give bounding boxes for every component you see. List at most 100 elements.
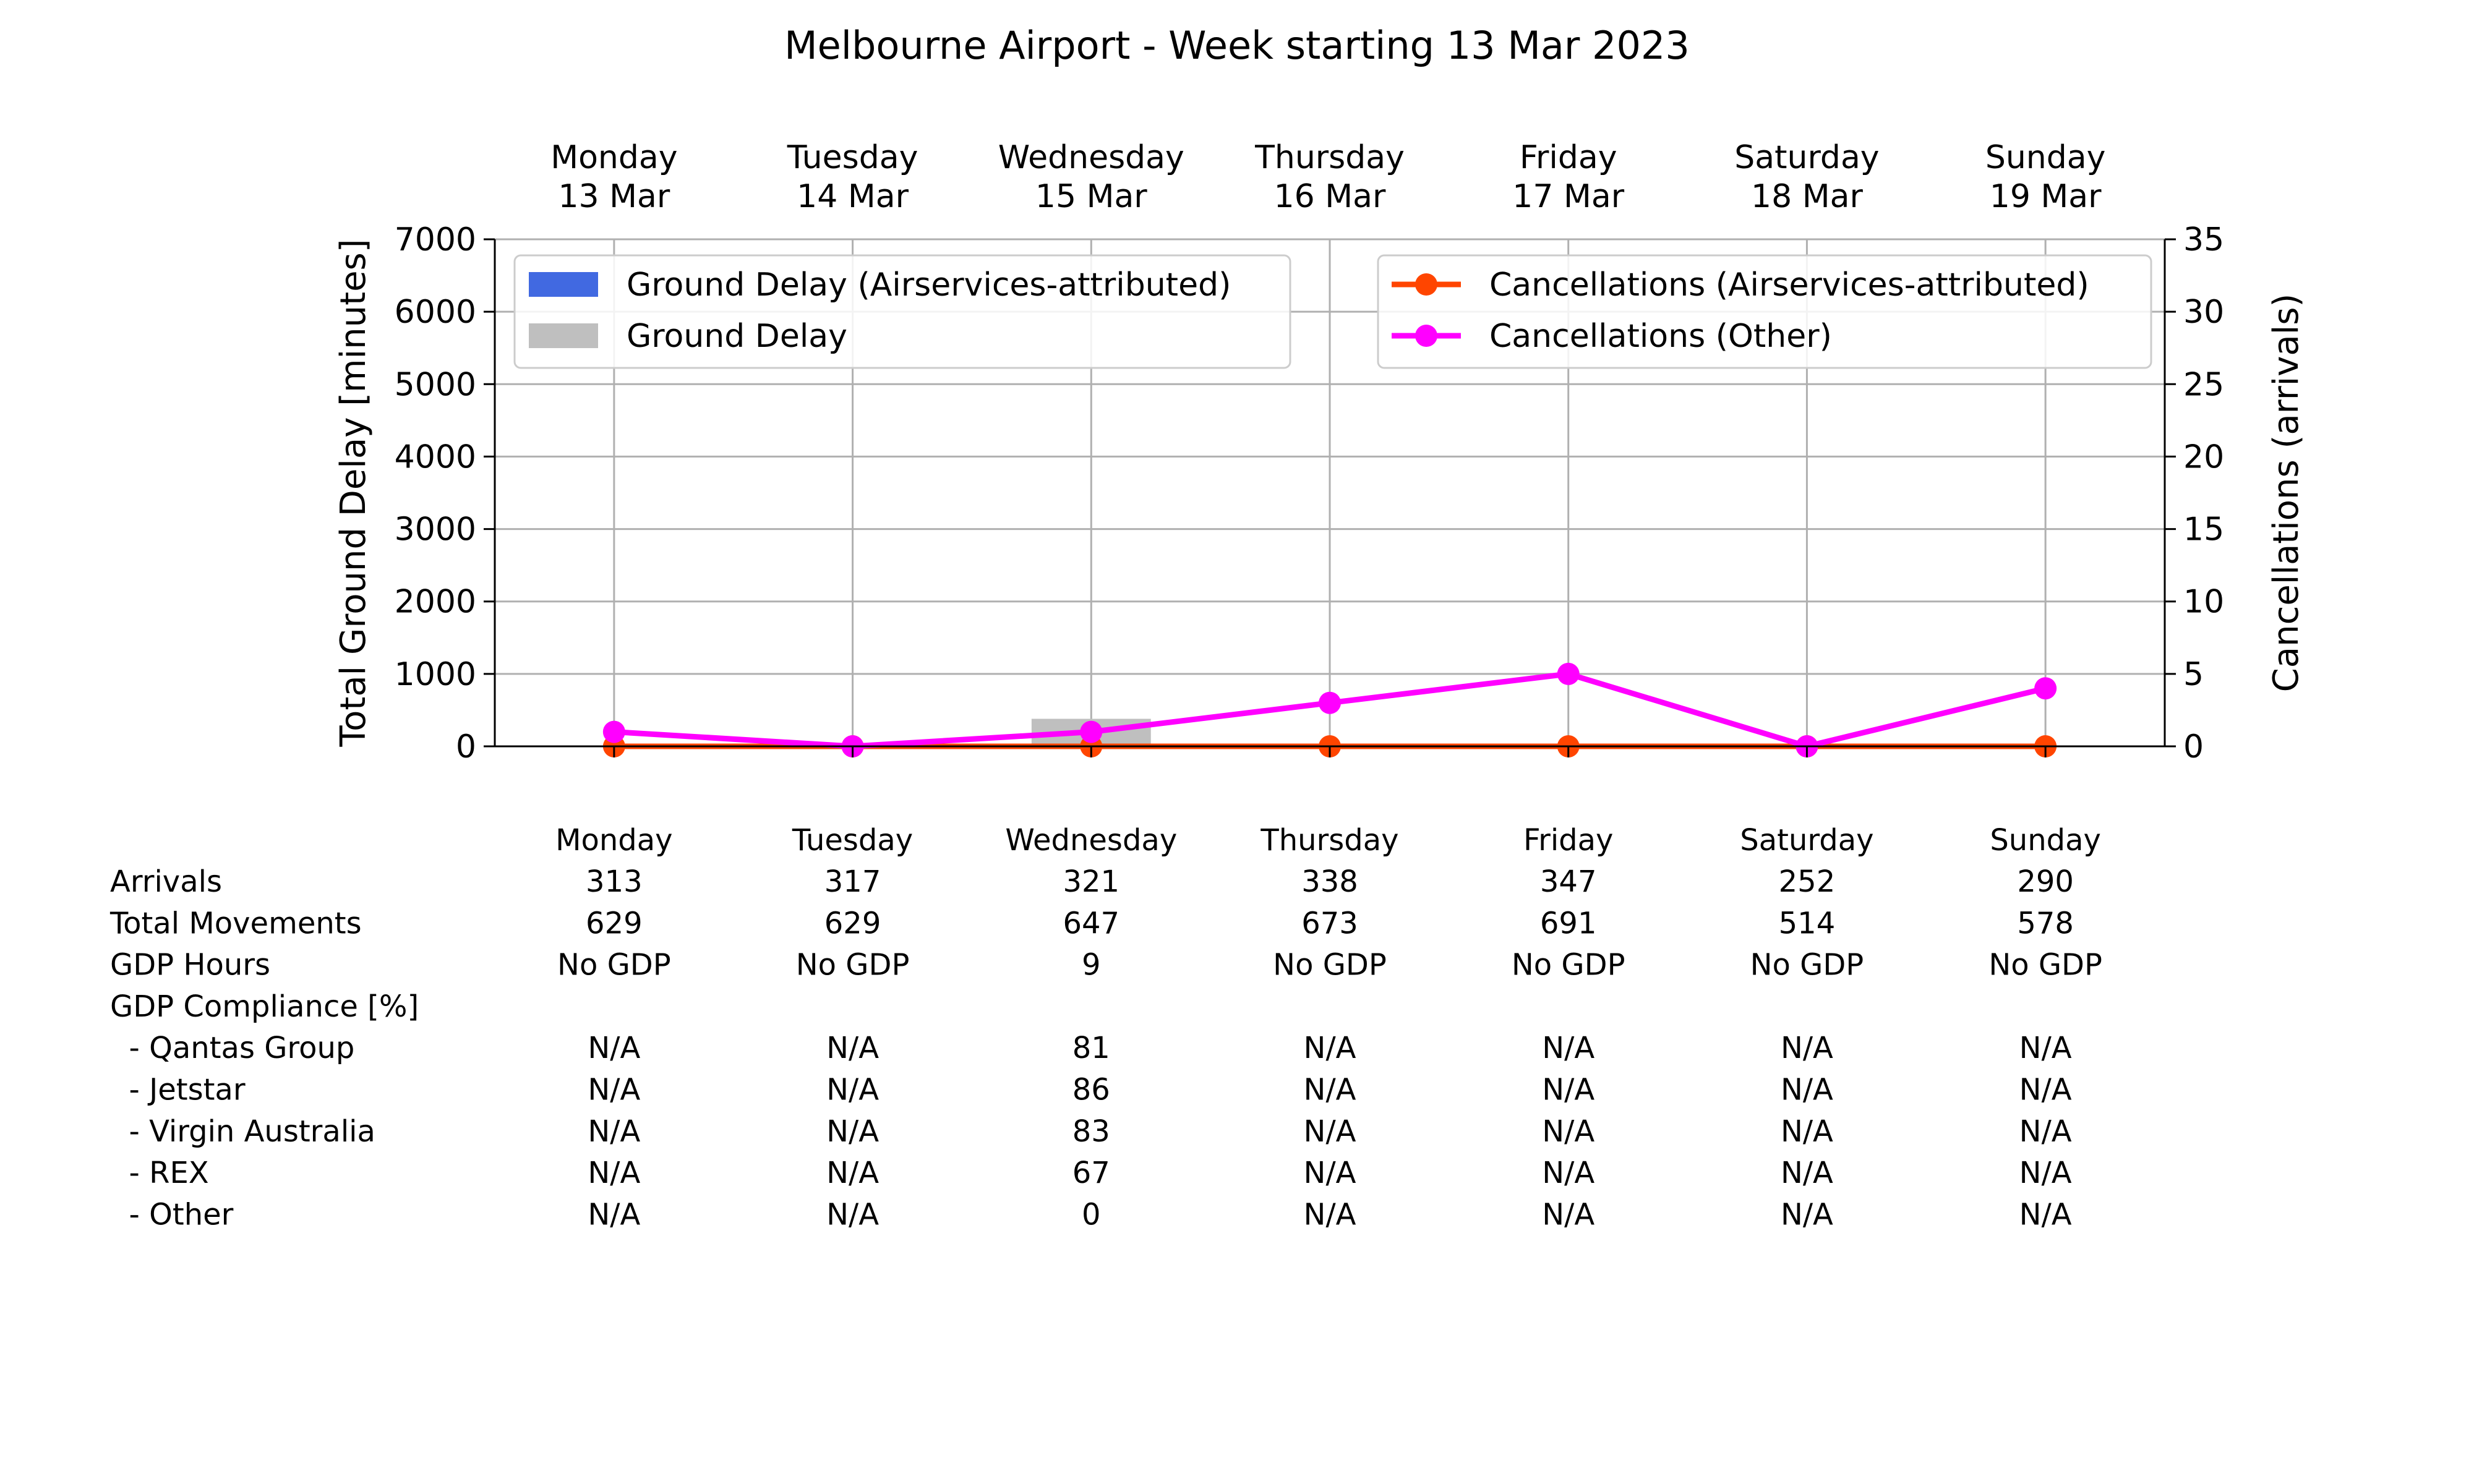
table-col-sunday: Sunday — [1990, 823, 2101, 858]
day-label-tuesday: Tuesday — [787, 139, 918, 176]
table-cell: N/A — [1304, 1073, 1356, 1107]
date-label-friday: 17 Mar — [1512, 178, 1624, 215]
table-cell: No GDP — [1273, 948, 1387, 983]
line-legend-marker — [1415, 325, 1437, 347]
table-cell: N/A — [1304, 1031, 1356, 1065]
line-legend-label: Cancellations (Airservices-attributed) — [1489, 267, 2089, 304]
table-cell: N/A — [826, 1031, 879, 1065]
table-row-label: - REX — [110, 1156, 209, 1190]
date-label-wednesday: 15 Mar — [1035, 178, 1147, 215]
left-tick-label: 3000 — [395, 511, 476, 548]
table-cell: 691 — [1540, 906, 1597, 940]
table-col-saturday: Saturday — [1740, 823, 1873, 858]
table-cell: 9 — [1082, 948, 1101, 983]
day-label-sunday: Sunday — [1985, 139, 2106, 176]
date-label-thursday: 16 Mar — [1274, 178, 1386, 215]
left-tick-label: 7000 — [395, 221, 476, 258]
table-cell: N/A — [2019, 1197, 2072, 1232]
table-cell: N/A — [1781, 1156, 1833, 1190]
day-label-friday: Friday — [1520, 139, 1617, 176]
table-cell: N/A — [1304, 1197, 1356, 1232]
bar-legend-swatch — [529, 272, 598, 297]
table-cell: N/A — [1542, 1073, 1594, 1107]
table-cell: 313 — [586, 864, 643, 899]
table-cell: N/A — [2019, 1156, 2072, 1190]
table-cell: N/A — [2019, 1073, 2072, 1107]
bar-legend-label: Ground Delay — [627, 318, 847, 355]
table-cell: No GDP — [1512, 948, 1625, 983]
table-cell: N/A — [588, 1114, 640, 1149]
table-cell: 83 — [1072, 1114, 1110, 1149]
table-cell: N/A — [1542, 1156, 1594, 1190]
table-cell: N/A — [826, 1156, 879, 1190]
table-cell: N/A — [1542, 1114, 1594, 1149]
table-cell: N/A — [588, 1073, 640, 1107]
stats-table: Monday Tuesday Wednesday Thursday Friday Satu… — [109, 823, 2102, 1232]
day-label-wednesday: Wednesday — [998, 139, 1184, 176]
cancellations-other-point-sunday — [2034, 677, 2057, 700]
right-tick-label: 5 — [2183, 656, 2204, 693]
date-label-monday: 13 Mar — [558, 178, 670, 215]
bar-legend-swatch — [529, 323, 598, 348]
table-cell: N/A — [588, 1197, 640, 1232]
table-cell: No GDP — [1988, 948, 2102, 983]
cancellations-other-point-friday — [1557, 662, 1580, 685]
left-tick-label: 4000 — [395, 438, 476, 475]
table-row-label: - Jetstar — [110, 1073, 246, 1107]
table-cell: N/A — [1304, 1156, 1356, 1190]
y-axis-label: Total Ground Delay [minutes] — [333, 239, 374, 747]
cancellations-other-point-thursday — [1319, 691, 1341, 714]
date-label-tuesday: 14 Mar — [797, 178, 909, 215]
table-cell: N/A — [588, 1156, 640, 1190]
day-label-monday: Monday — [550, 139, 677, 176]
table-cell: 0 — [1082, 1197, 1101, 1232]
left-tick-label: 1000 — [395, 656, 476, 693]
table-cell: N/A — [1781, 1031, 1833, 1065]
table-cell: N/A — [1781, 1197, 1833, 1232]
chart-title: Melbourne Airport - Week starting 13 Mar… — [784, 23, 1690, 68]
table-cell: N/A — [826, 1197, 879, 1232]
table-cell: N/A — [1781, 1073, 1833, 1107]
table-cell: 514 — [1779, 906, 1836, 940]
table-cell: 67 — [1072, 1156, 1110, 1190]
table-row-label: Arrivals — [110, 864, 222, 899]
right-tick-label: 35 — [2183, 221, 2224, 258]
table-cell: N/A — [2019, 1031, 2072, 1065]
table-cell: 321 — [1063, 864, 1119, 899]
table-cell: 578 — [2017, 906, 2074, 940]
date-label-saturday: 18 Mar — [1751, 178, 1863, 215]
table-col-friday: Friday — [1523, 823, 1613, 858]
table-cell: 338 — [1301, 864, 1358, 899]
table-cell: 252 — [1779, 864, 1836, 899]
table-cell: N/A — [1542, 1031, 1594, 1065]
axes: 0 1000 2000 3000 4000 5000 6000 7000 0 5 10 15 20 25 3… — [333, 139, 2306, 765]
cancellations-other-point-wednesday — [1080, 720, 1103, 743]
table-row-label: GDP Hours — [110, 948, 270, 983]
left-tick-label: 0 — [456, 728, 476, 765]
table-row-label: Total Movements — [109, 906, 362, 940]
table-cell: N/A — [1304, 1114, 1356, 1149]
table-col-wednesday: Wednesday — [1005, 823, 1177, 858]
table-cell: No GDP — [1750, 948, 1864, 983]
table-cell: N/A — [1542, 1197, 1594, 1232]
table-cell: 86 — [1072, 1073, 1110, 1107]
table-cell: N/A — [2019, 1114, 2072, 1149]
table-cell: No GDP — [557, 948, 671, 983]
table-cell: 317 — [824, 864, 881, 899]
table-cell: N/A — [588, 1031, 640, 1065]
legends: Ground Delay (Airservices-attributed) Gro… — [513, 254, 2152, 369]
table-row-label: - Virgin Australia — [110, 1114, 375, 1149]
day-label-saturday: Saturday — [1734, 139, 1879, 176]
table-cell: 647 — [1063, 906, 1119, 940]
right-tick-label: 20 — [2183, 438, 2224, 475]
left-tick-label: 5000 — [395, 366, 476, 403]
table-cell: No GDP — [796, 948, 910, 983]
table-cell: 347 — [1540, 864, 1597, 899]
table-row-label: - Other — [110, 1197, 234, 1232]
day-label-thursday: Thursday — [1254, 139, 1405, 176]
bar-legend-label: Ground Delay (Airservices-attributed) — [627, 267, 1231, 304]
right-tick-label: 30 — [2183, 294, 2224, 331]
right-tick-label: 0 — [2183, 728, 2204, 765]
table-col-monday: Monday — [555, 823, 673, 858]
date-label-sunday: 19 Mar — [1990, 178, 2102, 215]
